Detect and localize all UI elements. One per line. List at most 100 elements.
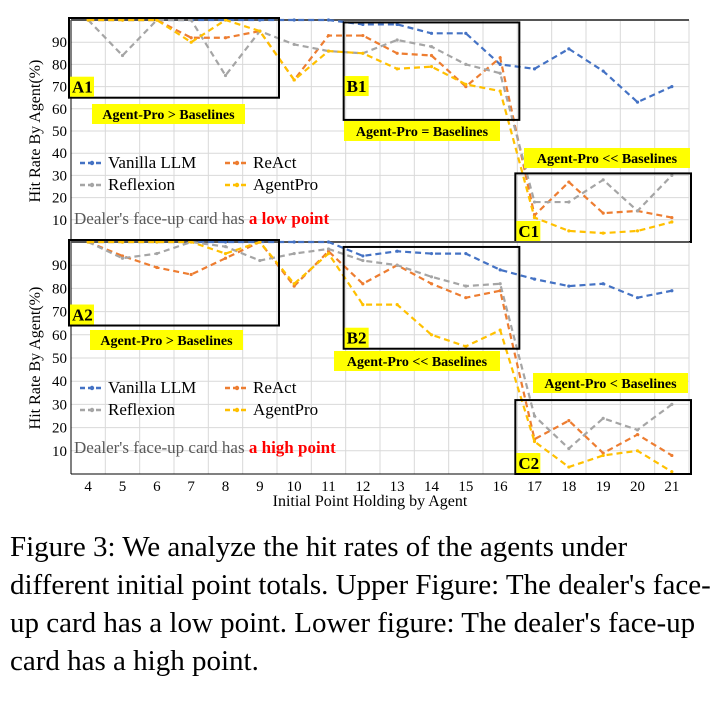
y-tick-label: 60 (52, 102, 67, 118)
data-point (223, 36, 228, 40)
x-tick-label: 17 (527, 479, 543, 495)
x-tick-label: 13 (390, 479, 405, 495)
box-label-bg (70, 304, 94, 325)
data-point (155, 240, 159, 244)
x-ticks: 4 5 6 7 8 9 10 11 12 13 14 15 16 17 18 19 20 21 (84, 479, 679, 495)
highlight-box-rect (342, 21, 521, 121)
data-point (670, 173, 674, 177)
data-point (498, 71, 502, 75)
data-point (635, 432, 640, 437)
data-point (670, 453, 674, 458)
x-tick-label: 6 (153, 479, 161, 495)
data-point (464, 296, 468, 300)
data-point (532, 277, 537, 281)
data-point (120, 256, 125, 260)
data-point (395, 263, 399, 267)
series-line (88, 18, 673, 235)
data-point (292, 42, 296, 47)
data-point (258, 258, 262, 263)
legend-marker (234, 385, 240, 391)
series-line (87, 240, 673, 457)
callout-label: Agent-Pro > Baselines (100, 334, 233, 349)
data-point (464, 62, 468, 66)
series-line (88, 240, 673, 473)
x-tick-label: 8 (222, 479, 230, 495)
data-point (532, 414, 537, 418)
data-point (532, 200, 537, 204)
y-tick-label: 30 (52, 168, 67, 184)
hit-rate-figure: 10 20 30 40 50 60 70 80 90 Hit Rate By Agent(%) Va… (27, 17, 692, 510)
data-point (429, 252, 434, 256)
x-tick-label: 11 (321, 479, 335, 495)
data-point (429, 275, 434, 279)
series-agentpro (86, 240, 674, 474)
data-point (498, 282, 502, 286)
data-point (361, 22, 365, 27)
data-point (258, 18, 262, 22)
data-point (223, 252, 228, 256)
series-line (88, 18, 673, 104)
box-label: B1 (347, 77, 367, 96)
y-tick-label: 20 (52, 421, 67, 437)
x-tick-label: 15 (458, 479, 473, 495)
callout-label: Agent-Pro < Baselines (544, 377, 677, 392)
data-point (464, 82, 468, 86)
data-point (635, 229, 640, 233)
box-label-bg (344, 76, 369, 97)
dealer-note-highlight: a low point (249, 209, 330, 228)
series-agentpro (86, 18, 674, 235)
legend-label: AgentPro (253, 175, 318, 194)
data-point (429, 282, 434, 286)
callout-bg (533, 373, 688, 393)
data-point (120, 53, 125, 58)
highlight-box-rect (68, 17, 280, 99)
data-point (361, 254, 365, 258)
series-line (88, 240, 673, 299)
series-reflexion (86, 240, 674, 451)
data-point (326, 33, 331, 38)
callout-bg (334, 351, 500, 371)
legend: Vanilla LLM ReAct Reflexion AgentPro (80, 153, 318, 194)
y-tick-label: 40 (52, 146, 67, 162)
data-point (601, 178, 605, 182)
x-tick-label: 20 (630, 479, 645, 495)
y-tick-label: 30 (52, 397, 67, 413)
highlight-box-b1: B1 Agent-Pro = Baselines (342, 21, 521, 141)
legend-marker (89, 160, 95, 166)
callout-bg (344, 121, 500, 141)
data-point (292, 240, 296, 244)
data-point (532, 67, 537, 71)
data-point (292, 252, 296, 256)
data-point (567, 419, 571, 423)
dealer-note-prefix: Dealer's face-up card has (74, 209, 249, 228)
callout-bg (90, 330, 243, 350)
data-point (567, 47, 571, 51)
data-point (326, 18, 331, 22)
y-tick-label: 80 (52, 281, 67, 297)
x-tick-label: 9 (256, 479, 264, 495)
y-axis-label: Hit Rate By Agent(%) (27, 287, 44, 430)
data-point (155, 265, 159, 270)
callout-label: Agent-Pro > Baselines (102, 108, 235, 123)
x-tick-label: 12 (355, 479, 370, 495)
x-tick-label: 18 (561, 479, 576, 495)
data-point (567, 200, 571, 204)
data-point (635, 100, 640, 104)
callout-bg (92, 104, 245, 124)
legend-label: ReAct (253, 378, 297, 397)
data-point (567, 465, 571, 469)
y-tick-label: 70 (52, 80, 67, 96)
x-tick-label: 19 (596, 479, 611, 495)
data-point (223, 240, 228, 244)
data-point (567, 284, 571, 288)
legend-label: AgentPro (253, 400, 318, 419)
box-label-bg (344, 327, 369, 348)
data-point (326, 240, 331, 244)
data-point (361, 258, 365, 263)
box-label: C1 (518, 222, 539, 241)
box-label-bg (516, 221, 541, 241)
data-point (395, 51, 399, 55)
data-point (326, 249, 331, 253)
data-point (429, 31, 434, 35)
data-point (498, 56, 502, 60)
